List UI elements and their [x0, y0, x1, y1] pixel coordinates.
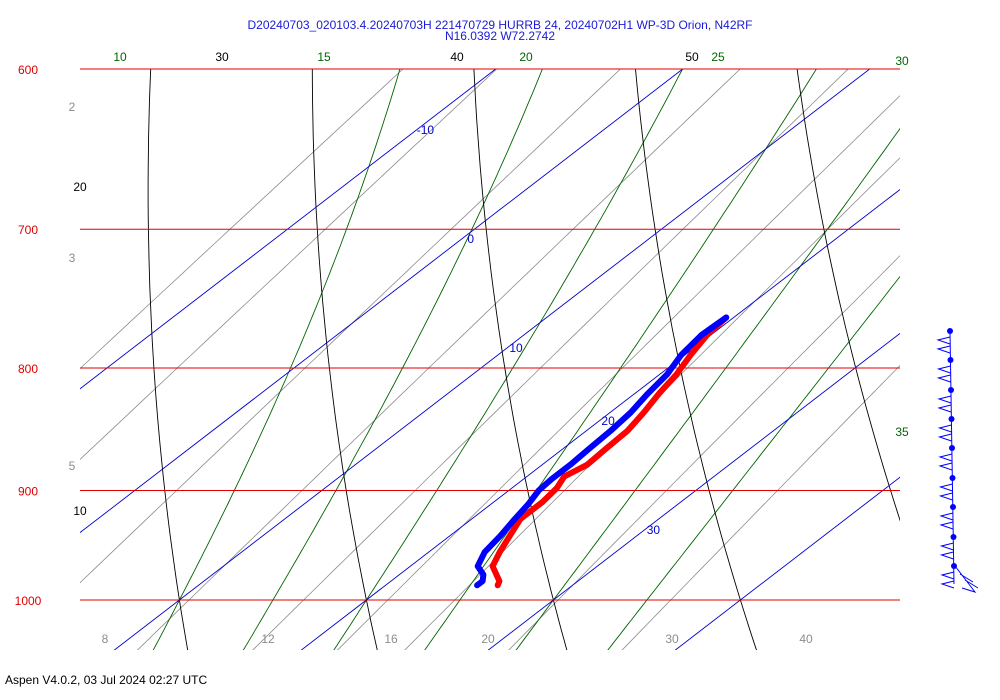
wind-barb-flag	[940, 580, 955, 589]
moist-adiabat-35	[607, 275, 900, 650]
wind-barb-flag	[938, 462, 953, 471]
moist-adiabat-label-10: 10	[113, 50, 127, 64]
wind-barb-dot	[948, 387, 954, 393]
mixing-ratio-line-5	[80, 69, 622, 584]
moist-adiabat-label-25: 25	[711, 50, 725, 64]
wind-barb-flag	[936, 336, 951, 345]
wind-barb-flag	[936, 374, 951, 383]
mixing-ratio-line-40	[621, 364, 900, 650]
wind-barb-flag	[937, 404, 952, 413]
wind-barb-flag	[940, 571, 955, 580]
wind-barb-flag	[936, 365, 951, 374]
dry-adiabat-label-30: 30	[215, 50, 229, 64]
dry-adiabat-40	[635, 69, 757, 650]
wind-barb-flag	[939, 542, 954, 551]
dry-adiabat-label-left-10: 10	[73, 504, 87, 518]
wind-barb-column	[936, 328, 979, 593]
dry-adiabat-label-left-20: 20	[73, 180, 87, 194]
isotherm-30	[487, 332, 900, 650]
wind-barb-dot	[947, 328, 953, 334]
wind-barb-dot	[951, 563, 957, 569]
wind-barb-flag	[936, 345, 951, 354]
isobar-lines	[80, 68, 900, 601]
isobar-label-1000: 1000	[15, 594, 42, 608]
dry-adiabat-label-50: 50	[685, 50, 699, 64]
isotherm-label-20: 20	[601, 414, 615, 428]
chart-subtitle: N16.0392 W72.2742	[444, 29, 556, 43]
dewpoint-trace	[474, 314, 730, 589]
wind-barb-flag	[937, 424, 952, 433]
wind-barb-dot	[949, 475, 956, 481]
moist-adiabat-15	[242, 69, 543, 650]
mixing-ratio-label-2: 2	[69, 100, 76, 114]
isotherm-lines	[80, 69, 900, 650]
mixing-ratio-label-5: 5	[69, 459, 76, 473]
moist-adiabat-20	[333, 69, 684, 650]
sounding-traces	[474, 314, 730, 589]
wind-barb-flag	[938, 492, 953, 501]
dry-adiabat-50	[796, 69, 900, 522]
moist-adiabat-label-35: 35	[895, 425, 909, 439]
wind-barb-flag	[938, 483, 953, 492]
bottom-axis-label-8: 8	[102, 632, 109, 646]
bottom-axis-label-20: 20	[481, 632, 495, 646]
wind-barb-dot	[949, 445, 955, 451]
bottom-axis-label-30: 30	[665, 632, 679, 646]
mixing-ratio-line-3	[80, 69, 498, 461]
footer-version-text: Aspen V4.0.2, 03 Jul 2024 02:27 UTC	[5, 673, 208, 687]
mixing-ratio-line-28	[508, 255, 900, 650]
mixing-ratio-line-8	[136, 69, 741, 650]
bottom-axis-label-16: 16	[384, 632, 398, 646]
bottom-axis-label-40: 40	[799, 632, 813, 646]
isotherm-label-30: 30	[647, 523, 661, 537]
temperature-trace	[489, 314, 730, 589]
chart-title: D20240703_020103.4.20240703H 221470729 H…	[247, 18, 753, 32]
bottom-axis-label-12: 12	[261, 632, 275, 646]
moist-adiabat-10	[152, 69, 401, 650]
isotherm-label-10: 10	[509, 341, 523, 355]
isotherm-10	[113, 69, 871, 650]
wind-barb-flag	[939, 521, 954, 530]
isotherm--10	[80, 69, 497, 390]
moist-adiabat-label-15: 15	[317, 50, 331, 64]
wind-barb-dot	[950, 504, 956, 510]
wind-barb-surface	[954, 565, 979, 593]
moist-adiabat-lines	[152, 69, 900, 650]
mixing-ratio-line-2	[80, 69, 404, 370]
wind-barb-flag	[938, 453, 953, 462]
moist-adiabat-label-20: 20	[519, 50, 533, 64]
wind-barb-flag	[939, 512, 954, 521]
wind-barb-dot	[948, 416, 955, 422]
wind-barb-flag	[939, 551, 954, 560]
mixing-ratio-line-12	[252, 69, 849, 650]
wind-barb-flag	[937, 395, 952, 404]
isobar-label-700: 700	[18, 223, 38, 237]
dry-adiabat-30	[473, 69, 568, 650]
isotherm-label-0: 0	[467, 232, 474, 246]
isobar-label-800: 800	[18, 362, 38, 376]
mixing-ratio-label-3: 3	[69, 251, 76, 265]
isotherm-0	[80, 69, 684, 534]
isobar-label-900: 900	[18, 484, 38, 498]
moist-adiabat-30	[515, 127, 900, 650]
dry-adiabat-lines	[147, 69, 900, 650]
mixing-ratio-line-16	[336, 95, 900, 650]
isotherm-40	[674, 476, 900, 650]
dry-adiabat-20	[311, 69, 378, 650]
axis-labels: 600 700 800 900 1000 -10 0 10 20 30 10 20 30 40 50 10 15…	[15, 50, 909, 646]
wind-barb-dot	[947, 357, 954, 363]
dry-adiabat-label-40: 40	[450, 50, 464, 64]
wind-staff	[949, 330, 955, 585]
isotherm-label--10: -10	[417, 123, 435, 137]
moist-adiabat-label-30: 30	[895, 54, 909, 68]
moist-adiabat-25	[424, 69, 817, 650]
wind-barb-dot	[950, 534, 957, 540]
isobar-label-600: 600	[18, 63, 38, 77]
dry-adiabat-10	[147, 69, 189, 650]
wind-barb-flag	[937, 433, 952, 442]
